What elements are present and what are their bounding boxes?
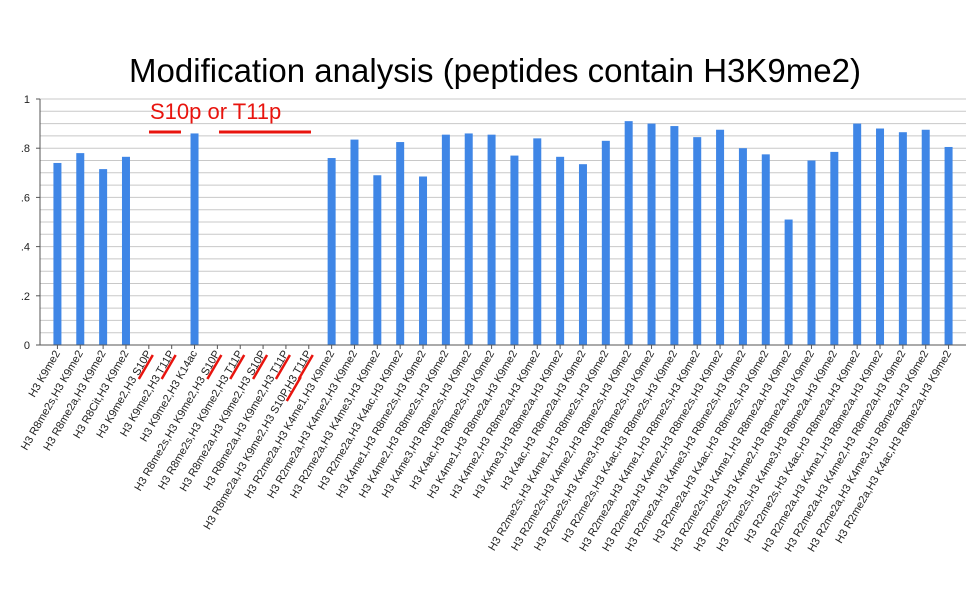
bar bbox=[419, 176, 428, 345]
bar bbox=[693, 137, 702, 345]
chart-title: Modification analysis (peptides contain … bbox=[129, 52, 861, 89]
annotation: S10p or T11p bbox=[137, 99, 314, 402]
bar bbox=[76, 153, 85, 345]
bar bbox=[556, 156, 565, 345]
label-underline-mark bbox=[137, 354, 154, 380]
label-underline-mark bbox=[160, 354, 177, 380]
bar bbox=[464, 133, 473, 345]
y-axis: 0 .2 .4 .6 .8 1 bbox=[21, 94, 41, 352]
label-underline-mark bbox=[229, 354, 246, 380]
bar bbox=[53, 162, 62, 345]
bar bbox=[510, 155, 519, 345]
bar bbox=[876, 128, 885, 345]
bar bbox=[738, 148, 747, 345]
bar bbox=[830, 151, 839, 345]
bar bbox=[624, 121, 633, 345]
bar bbox=[373, 175, 382, 345]
bar bbox=[784, 219, 793, 345]
bar bbox=[761, 154, 770, 345]
bar bbox=[578, 164, 587, 345]
label-underline-mark bbox=[274, 354, 292, 380]
bar bbox=[99, 169, 108, 345]
y-tick-label: .6 bbox=[21, 192, 30, 204]
bar bbox=[121, 156, 130, 345]
bar bbox=[853, 123, 862, 345]
bar bbox=[396, 142, 405, 345]
bars bbox=[53, 121, 953, 345]
bar bbox=[921, 129, 930, 345]
annotation-label: S10p or T11p bbox=[150, 99, 281, 124]
bar bbox=[647, 123, 656, 345]
y-tick-label: 1 bbox=[24, 94, 30, 106]
y-tick-label: 0 bbox=[24, 340, 30, 352]
label-underline-mark bbox=[285, 376, 302, 402]
bar bbox=[601, 140, 610, 345]
gridlines bbox=[40, 98, 966, 334]
bar bbox=[807, 160, 816, 345]
label-underline-mark bbox=[206, 354, 223, 380]
bar bbox=[898, 132, 907, 345]
bar bbox=[670, 126, 679, 345]
bar bbox=[327, 158, 336, 345]
bar bbox=[944, 146, 953, 345]
label-underline-mark bbox=[297, 354, 314, 380]
bar bbox=[441, 134, 450, 345]
bar bbox=[533, 138, 542, 345]
label-underline-mark bbox=[251, 354, 269, 380]
bar bbox=[350, 139, 359, 345]
bar bbox=[190, 133, 199, 345]
y-tick-label: .4 bbox=[21, 242, 30, 254]
y-tick-label: .2 bbox=[21, 291, 30, 303]
bar bbox=[487, 134, 496, 345]
y-tick-label: .8 bbox=[21, 143, 30, 155]
bar bbox=[716, 129, 725, 345]
